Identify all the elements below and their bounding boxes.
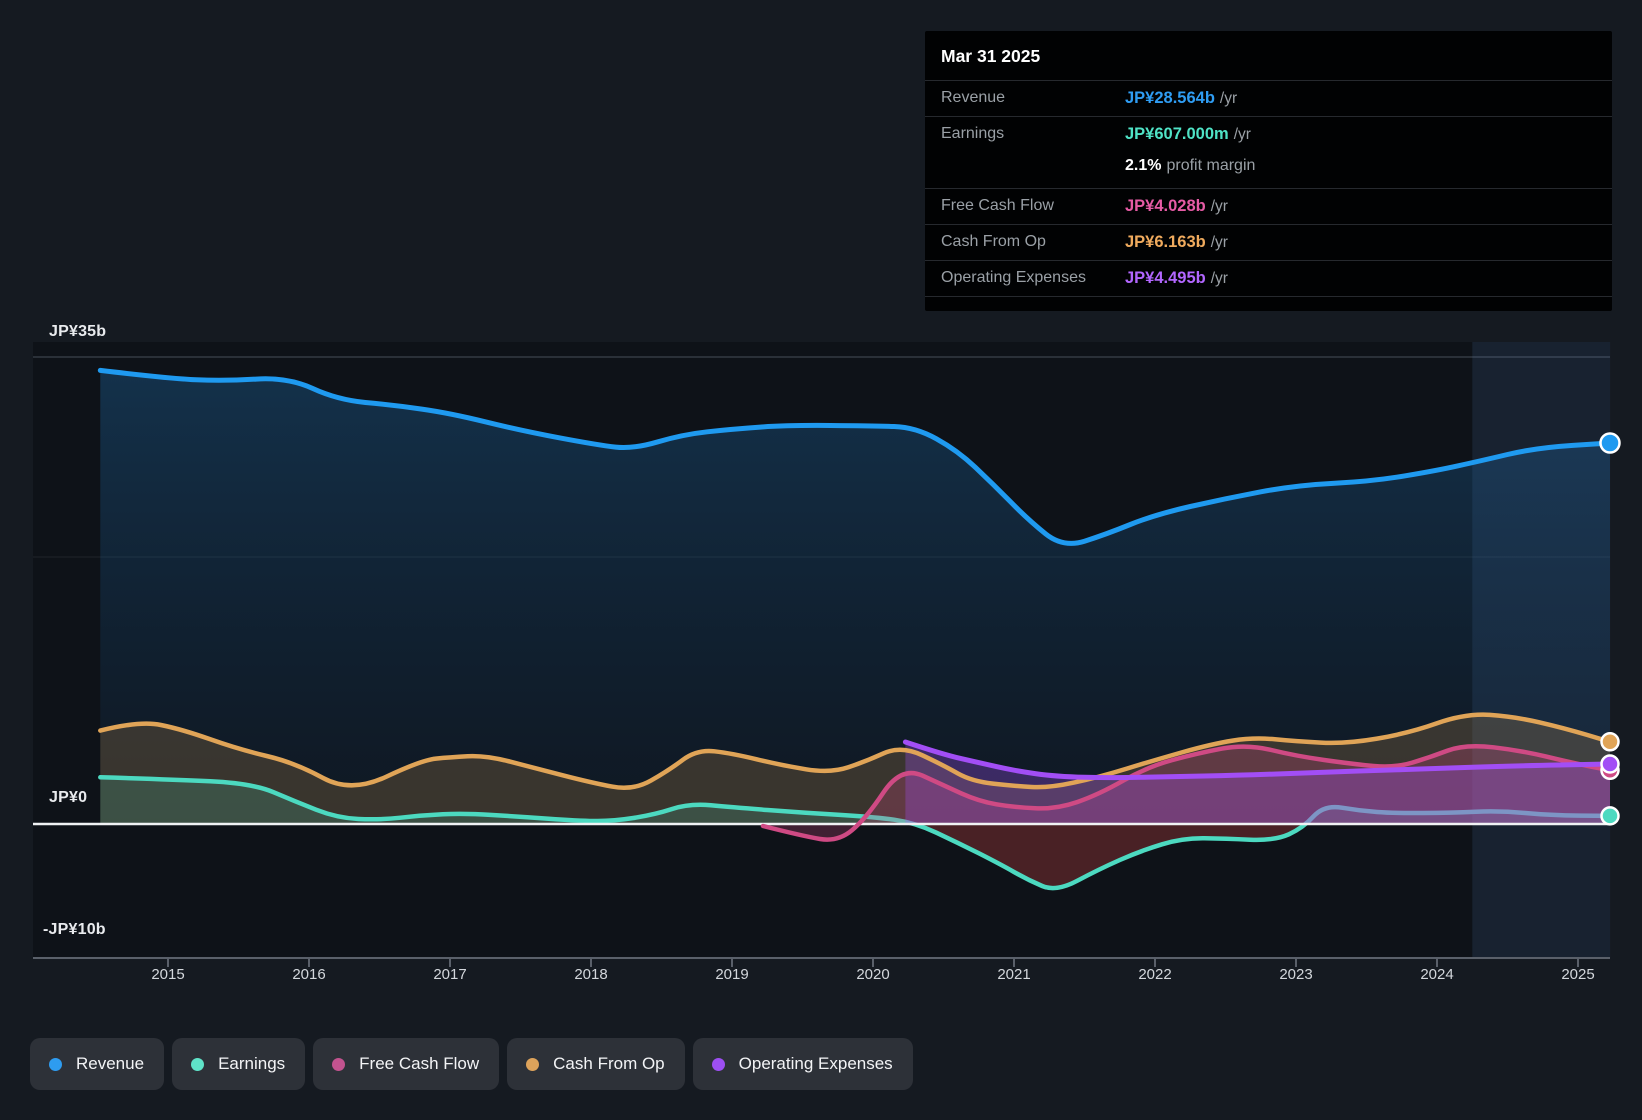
- x-axis-label-2022: 2022: [1138, 966, 1172, 983]
- legend: Revenue Earnings Free Cash Flow Cash Fro…: [30, 1038, 913, 1090]
- tooltip-date: Mar 31 2025: [925, 31, 1612, 81]
- legend-item-cash-from-op[interactable]: Cash From Op: [507, 1038, 685, 1090]
- tooltip-value: JP¥4.028b/yr: [1125, 197, 1228, 215]
- operating-expenses-area: [905, 742, 1610, 824]
- tooltip-label: Operating Expenses: [941, 269, 1086, 286]
- tooltip-label: Cash From Op: [941, 233, 1046, 250]
- operating-expenses-line: [902, 739, 1613, 781]
- tooltip-label: Free Cash Flow: [941, 197, 1054, 214]
- free-cash-flow-dot-icon: [332, 1057, 346, 1071]
- x-axis-label-2017: 2017: [433, 966, 467, 983]
- x-axis-label-2025: 2025: [1561, 966, 1595, 983]
- earnings-endpoint[interactable]: [1600, 806, 1620, 826]
- legend-label: Operating Expenses: [738, 1054, 893, 1073]
- legend-label: Free Cash Flow: [359, 1054, 480, 1073]
- legend-item-revenue[interactable]: Revenue: [30, 1038, 165, 1090]
- x-axis-label-2016: 2016: [292, 966, 326, 983]
- cash-from-op-dot-icon: [526, 1057, 540, 1071]
- tooltip-label: Revenue: [941, 89, 1006, 106]
- tooltip-row-cash-from-op: Cash From Op JP¥6.163b/yr: [925, 225, 1612, 261]
- legend-item-operating-expenses[interactable]: Operating Expenses: [692, 1038, 913, 1090]
- tooltip-value: JP¥6.163b/yr: [1125, 233, 1228, 251]
- x-axis-label-2024: 2024: [1420, 966, 1454, 983]
- tooltip-row-operating-expenses: Operating Expenses JP¥4.495b/yr: [925, 261, 1612, 297]
- x-axis-label-2021: 2021: [997, 966, 1031, 983]
- legend-item-free-cash-flow[interactable]: Free Cash Flow: [313, 1038, 500, 1090]
- revenue-line: [97, 367, 1613, 546]
- legend-item-earnings[interactable]: Earnings: [172, 1038, 306, 1090]
- x-axis-ticks: [167, 958, 1579, 967]
- earnings-dot-icon: [191, 1057, 205, 1071]
- tooltip-value: JP¥607.000m/yr 2.1% profit margin: [1125, 125, 1256, 174]
- earnings-area-positive: [100, 777, 1610, 824]
- cash-from-op-line: [98, 712, 1613, 790]
- x-axis-label-2020: 2020: [856, 966, 890, 983]
- y-axis-label-35b: JP¥35b: [49, 323, 107, 340]
- tooltip-row-free-cash-flow: Free Cash Flow JP¥4.028b/yr: [925, 189, 1612, 225]
- x-axis-label-2019: 2019: [715, 966, 749, 983]
- revenue-endpoint[interactable]: [1599, 432, 1621, 454]
- operating-expenses-dot-icon: [711, 1057, 725, 1071]
- tooltip-row-revenue: Revenue JP¥28.564b/yr: [925, 81, 1612, 117]
- x-axis-label-2015: 2015: [151, 966, 185, 983]
- x-axis-label-2023: 2023: [1279, 966, 1313, 983]
- tooltip-label: Earnings: [941, 125, 1005, 142]
- profit-margin: 2.1% profit margin: [1125, 157, 1256, 174]
- tooltip-value: JP¥28.564b/yr: [1125, 89, 1238, 107]
- y-axis-label-zero: JP¥0: [49, 789, 88, 806]
- earnings-line: [98, 775, 1613, 891]
- revenue-area: [100, 370, 1610, 824]
- cash-from-op-endpoint[interactable]: [1600, 732, 1620, 752]
- legend-label: Cash From Op: [553, 1054, 665, 1073]
- x-axis-label-2018: 2018: [574, 966, 608, 983]
- y-axis-label-neg10: -JP¥10b: [43, 921, 106, 938]
- operating-expenses-endpoint[interactable]: [1600, 754, 1620, 774]
- tooltip-panel: Mar 31 2025 Revenue JP¥28.564b/yr Earnin…: [925, 31, 1612, 311]
- tooltip-row-earnings: Earnings JP¥607.000m/yr 2.1% profit margi…: [925, 117, 1612, 189]
- free-cash-flow-line: [760, 743, 1613, 842]
- legend-label: Earnings: [218, 1054, 286, 1073]
- legend-label: Revenue: [76, 1054, 145, 1073]
- revenue-dot-icon: [49, 1057, 62, 1071]
- tooltip-value: JP¥4.495b/yr: [1125, 269, 1228, 287]
